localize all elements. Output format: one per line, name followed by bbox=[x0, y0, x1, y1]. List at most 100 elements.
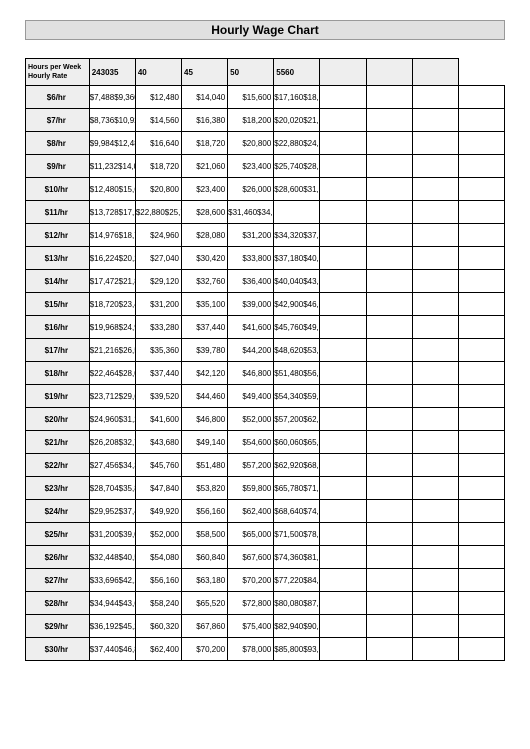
table-row: $21/hr$26,208$32,760$38,220$43,680$49,14… bbox=[26, 431, 505, 454]
table-cell bbox=[412, 408, 458, 431]
table-row: $13/hr$16,224$20,280$23,660$27,040$30,42… bbox=[26, 247, 505, 270]
table-cell bbox=[412, 615, 458, 638]
row-header: $27/hr bbox=[26, 569, 90, 592]
table-cell: $28,080 bbox=[182, 224, 228, 247]
row-header: $28/hr bbox=[26, 592, 90, 615]
table-cell bbox=[412, 592, 458, 615]
table-cell: $45,760 bbox=[135, 454, 181, 477]
table-row: $19/hr$23,712$29,640$34,580$39,520$44,46… bbox=[26, 385, 505, 408]
row-header: $6/hr bbox=[26, 86, 90, 109]
table-cell: $74,360$81,120 bbox=[274, 546, 320, 569]
table-cell bbox=[458, 385, 504, 408]
table-cell: $16,640 bbox=[135, 132, 181, 155]
table-corner: Hours per WeekHourly Rate bbox=[26, 59, 90, 86]
table-cell bbox=[412, 201, 458, 224]
row-header: $14/hr bbox=[26, 270, 90, 293]
table-cell: $17,160$18,720 bbox=[274, 86, 320, 109]
table-cell: $53,820 bbox=[182, 477, 228, 500]
table-cell: $21,216$26,520$30,940 bbox=[89, 339, 135, 362]
table-cell: $32,448$40,560$47,320 bbox=[89, 546, 135, 569]
table-row: $15/hr$18,720$23,400$27,300$31,200$35,10… bbox=[26, 293, 505, 316]
table-cell bbox=[412, 247, 458, 270]
table-cell: $22,464$28,080$32,760 bbox=[89, 362, 135, 385]
row-header: $8/hr bbox=[26, 132, 90, 155]
table-cell bbox=[458, 477, 504, 500]
table-cell bbox=[320, 201, 366, 224]
column-header bbox=[320, 59, 366, 86]
table-cell: $28,704$35,880$41,860 bbox=[89, 477, 135, 500]
table-cell: $51,480$56,160 bbox=[274, 362, 320, 385]
table-cell bbox=[458, 638, 504, 661]
table-cell bbox=[458, 270, 504, 293]
table-cell bbox=[366, 569, 412, 592]
table-cell bbox=[458, 523, 504, 546]
table-cell bbox=[366, 247, 412, 270]
table-cell bbox=[320, 316, 366, 339]
table-row: $17/hr$21,216$26,520$30,940$35,360$39,78… bbox=[26, 339, 505, 362]
table-cell: $31,200$39,000$45,500 bbox=[89, 523, 135, 546]
table-cell: $14,976$18,720$21,840 bbox=[89, 224, 135, 247]
table-cell: $39,780 bbox=[182, 339, 228, 362]
table-cell bbox=[412, 316, 458, 339]
table-cell bbox=[412, 155, 458, 178]
table-cell bbox=[320, 638, 366, 661]
table-cell: $67,600 bbox=[228, 546, 274, 569]
table-row: $10/hr$12,480$15,600$18,200$20,800$23,40… bbox=[26, 178, 505, 201]
table-cell bbox=[366, 270, 412, 293]
table-row: $7/hr$8,736$10,920$12,740$14,560$16,380$… bbox=[26, 109, 505, 132]
table-cell: $47,840 bbox=[135, 477, 181, 500]
table-cell bbox=[320, 408, 366, 431]
table-cell: $39,000 bbox=[228, 293, 274, 316]
table-cell: $36,192$45,240$52,780 bbox=[89, 615, 135, 638]
table-cell: $18,200 bbox=[228, 109, 274, 132]
table-cell bbox=[458, 224, 504, 247]
table-cell bbox=[366, 615, 412, 638]
row-header: $16/hr bbox=[26, 316, 90, 339]
table-cell: $44,460 bbox=[182, 385, 228, 408]
row-header: $23/hr bbox=[26, 477, 90, 500]
table-cell: $29,952$37,440$43,680 bbox=[89, 500, 135, 523]
table-cell: $59,800 bbox=[228, 477, 274, 500]
table-cell: $42,900$46,800 bbox=[274, 293, 320, 316]
table-cell bbox=[366, 362, 412, 385]
table-cell: $23,400 bbox=[228, 155, 274, 178]
row-header: $25/hr bbox=[26, 523, 90, 546]
table-cell: $34,320$37,440 bbox=[274, 224, 320, 247]
table-cell: $17,472$21,840$25,480 bbox=[89, 270, 135, 293]
table-cell: $35,360 bbox=[135, 339, 181, 362]
table-cell: $33,800 bbox=[228, 247, 274, 270]
table-row: $27/hr$33,696$42,120$49,140$56,160$63,18… bbox=[26, 569, 505, 592]
table-cell: $31,200 bbox=[135, 293, 181, 316]
table-row: $26/hr$32,448$40,560$47,320$54,080$60,84… bbox=[26, 546, 505, 569]
table-cell bbox=[458, 339, 504, 362]
table-cell: $18,720 bbox=[135, 155, 181, 178]
table-cell bbox=[274, 201, 320, 224]
table-cell bbox=[458, 132, 504, 155]
column-header bbox=[412, 59, 458, 86]
row-header: $24/hr bbox=[26, 500, 90, 523]
table-cell: $56,160 bbox=[135, 569, 181, 592]
table-cell: $40,040$43,680 bbox=[274, 270, 320, 293]
table-row: $24/hr$29,952$37,440$43,680$49,920$56,16… bbox=[26, 500, 505, 523]
table-cell bbox=[366, 592, 412, 615]
table-cell: $65,000 bbox=[228, 523, 274, 546]
table-cell: $11,232$14,040$16,380 bbox=[89, 155, 135, 178]
table-cell: $19,968$24,960$29,120 bbox=[89, 316, 135, 339]
table-cell bbox=[412, 109, 458, 132]
table-cell: $18,720$23,400$27,300 bbox=[89, 293, 135, 316]
table-cell bbox=[412, 293, 458, 316]
table-cell bbox=[320, 523, 366, 546]
table-cell bbox=[320, 546, 366, 569]
table-cell bbox=[320, 500, 366, 523]
table-cell bbox=[412, 454, 458, 477]
row-header: $12/hr bbox=[26, 224, 90, 247]
page-title: Hourly Wage Chart bbox=[25, 20, 505, 40]
table-row: $22/hr$27,456$34,320$40,040$45,760$51,48… bbox=[26, 454, 505, 477]
table-row: $9/hr$11,232$14,040$16,380$18,720$21,060… bbox=[26, 155, 505, 178]
table-cell bbox=[320, 86, 366, 109]
wage-table: Hours per WeekHourly Rate243035404550556… bbox=[25, 58, 505, 661]
table-row: $29/hr$36,192$45,240$52,780$60,320$67,86… bbox=[26, 615, 505, 638]
table-cell: $22,880$25,740 bbox=[135, 201, 181, 224]
table-cell: $70,200 bbox=[228, 569, 274, 592]
table-cell: $85,800$93,600 bbox=[274, 638, 320, 661]
